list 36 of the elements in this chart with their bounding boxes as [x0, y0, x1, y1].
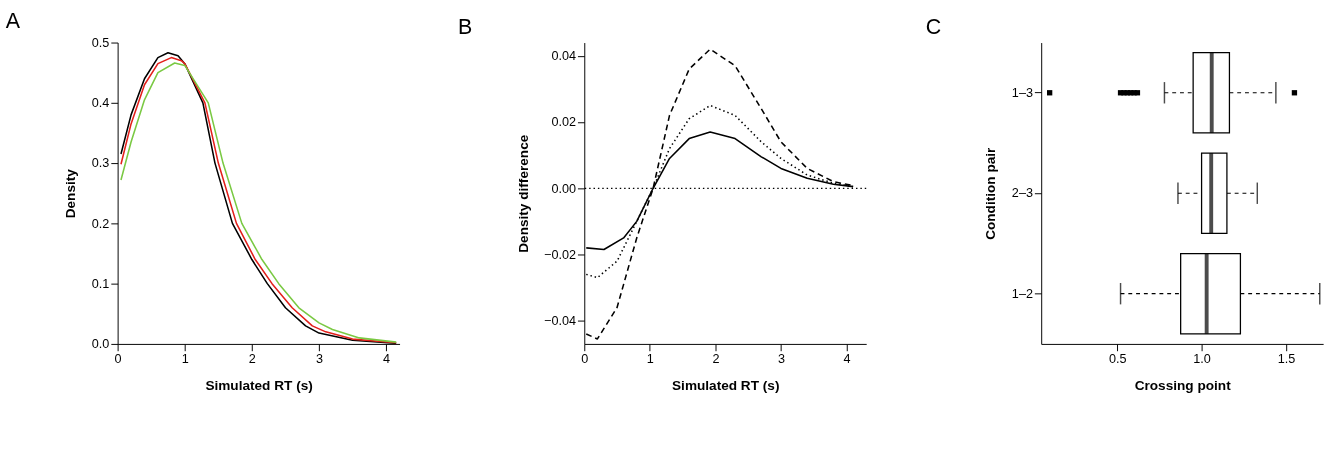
- y-tick-label: 0.4: [91, 96, 110, 111]
- y-tick-label: 0.02: [551, 115, 577, 130]
- x-tick-label: 0.5: [1108, 351, 1127, 366]
- x-axis-title: Simulated RT (s): [672, 378, 780, 394]
- y-tick-label: 1–2: [1011, 286, 1033, 301]
- y-tick-label: 1–3: [1011, 85, 1033, 100]
- x-tick-label: 0: [114, 351, 122, 366]
- x-tick-label: 4: [383, 351, 391, 366]
- x-tick-label: 1: [646, 351, 654, 366]
- y-axis-title: Density difference: [515, 134, 531, 253]
- chart-title: B: [458, 14, 473, 39]
- chart-title: C: [925, 14, 942, 39]
- chart-title: A: [5, 8, 21, 33]
- y-tick-label: −0.04: [544, 314, 577, 329]
- x-tick-label: 2: [712, 351, 720, 366]
- y-tick-label: 0.2: [91, 216, 110, 231]
- x-tick-label: 1.0: [1193, 351, 1211, 366]
- y-axis-title: Condition pair: [983, 146, 999, 240]
- x-tick-label: 3: [777, 351, 785, 366]
- y-tick-label: 0.04: [551, 49, 577, 64]
- y-tick-label: 0.5: [91, 35, 110, 50]
- x-axis-title: Simulated RT (s): [205, 378, 313, 394]
- y-tick-label: 0.3: [91, 156, 110, 171]
- y-axis-title: Density: [63, 168, 79, 219]
- x-tick-label: 0: [581, 351, 589, 366]
- y-tick-label: 0.0: [91, 337, 110, 352]
- y-tick-label: 2–3: [1011, 186, 1033, 201]
- y-tick-label: 0.00: [551, 181, 577, 196]
- x-tick-label: 3: [315, 351, 324, 366]
- x-tick-label: 1.5: [1277, 351, 1296, 366]
- x-tick-label: 2: [248, 351, 256, 366]
- x-tick-label: 1: [181, 351, 189, 366]
- y-tick-label: 0.1: [91, 277, 110, 292]
- x-tick-label: 4: [843, 351, 851, 366]
- y-tick-label: −0.02: [544, 247, 577, 262]
- x-axis-title: Crossing point: [1134, 378, 1232, 394]
